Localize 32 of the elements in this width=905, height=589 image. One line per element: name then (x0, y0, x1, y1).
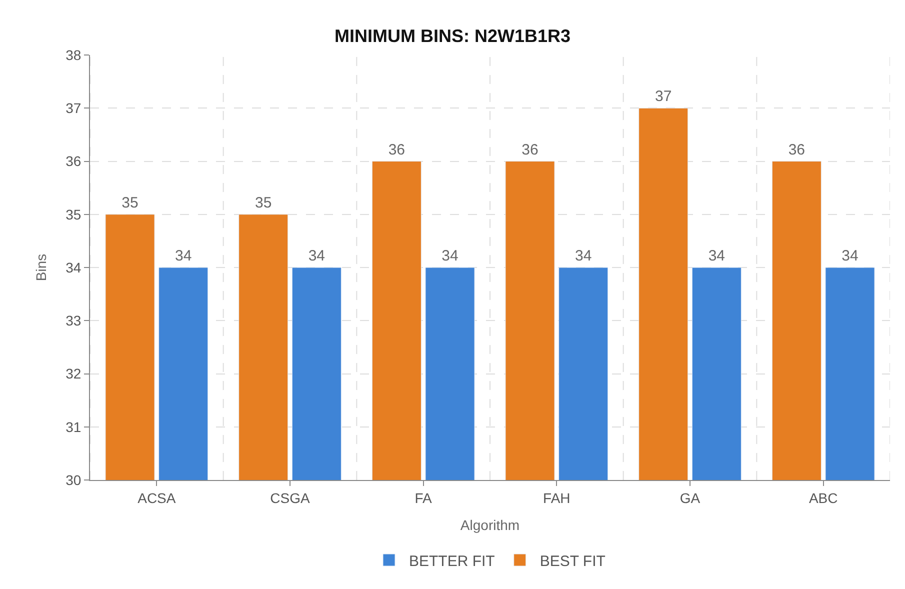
y-tick-label: 30 (66, 472, 82, 488)
data-label: 36 (388, 141, 406, 158)
chart-title: MINIMUM BINS: N2W1B1R3 (334, 26, 571, 46)
data-label: 35 (254, 194, 272, 212)
data-label: 34 (308, 248, 326, 264)
y-tick-label: 35 (66, 206, 82, 222)
x-tick-label: FAH (543, 490, 570, 506)
y-tick-label: 37 (66, 100, 82, 116)
data-label: 34 (574, 248, 592, 264)
y-tick-label: 33 (66, 312, 82, 329)
y-tick-label: 38 (66, 46, 82, 63)
data-label: 37 (654, 88, 672, 106)
x-tick-label: GA (680, 490, 701, 506)
data-label: 36 (522, 141, 538, 158)
data-label: 36 (788, 141, 806, 158)
y-axis-title: Bins (33, 254, 50, 282)
data-label: 34 (442, 248, 458, 264)
legend-label: BETTER FIT (409, 552, 495, 570)
x-tick-label: ACSA (138, 490, 176, 506)
x-tick-label: FA (414, 490, 433, 506)
y-tick-label: 31 (66, 418, 82, 435)
data-label: 34 (174, 248, 192, 264)
data-label: 35 (122, 194, 138, 212)
x-tick-label: CSGA (270, 490, 310, 506)
x-tick-label: ABC (808, 490, 838, 506)
data-label: 34 (708, 248, 726, 264)
x-axis-title: Algorithm (460, 517, 520, 534)
y-tick-label: 34 (66, 259, 82, 276)
legend-label: BEST FIT (540, 552, 606, 570)
data-label: 34 (842, 248, 858, 264)
y-tick-label: 32 (66, 366, 82, 382)
y-tick-label: 36 (66, 153, 82, 170)
